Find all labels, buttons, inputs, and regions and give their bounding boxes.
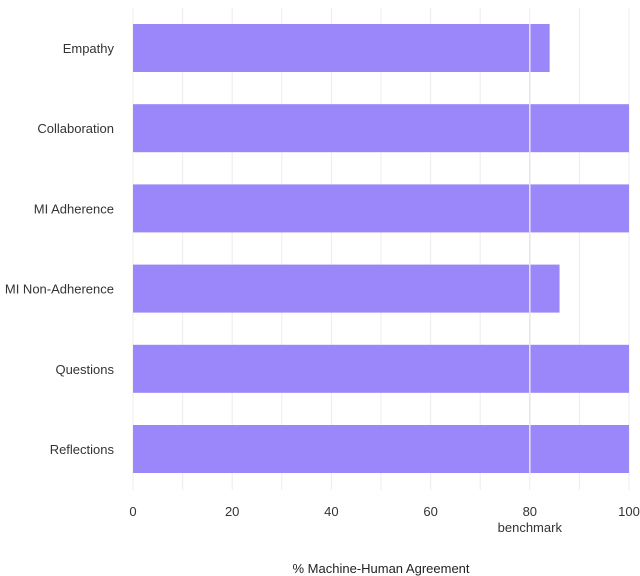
category-label: Reflections: [50, 442, 115, 457]
category-labels: Empathy Collaboration MI Adherence MI Non-A…: [5, 41, 115, 457]
x-tick-labels: 0 20 40 60 80 100: [129, 504, 639, 519]
bar-mi-adherence: [133, 184, 629, 233]
x-tick-label: 20: [225, 504, 239, 519]
category-label: Empathy: [63, 41, 115, 56]
x-tick-label: 40: [324, 504, 338, 519]
x-tick-label: 60: [423, 504, 437, 519]
bar-mi-non-adherence: [133, 264, 560, 313]
x-tick-label: 0: [129, 504, 136, 519]
category-label: MI Adherence: [34, 201, 114, 216]
bar-empathy: [133, 24, 550, 72]
bar-reflections: [133, 425, 629, 473]
x-tick-label: 80: [523, 504, 537, 519]
x-axis-title: % Machine-Human Agreement: [292, 561, 469, 576]
bar-collaboration: [133, 104, 629, 153]
bars: [133, 24, 629, 473]
category-label: Collaboration: [37, 121, 114, 136]
category-label: Questions: [55, 362, 114, 377]
benchmark-label: benchmark: [498, 520, 563, 535]
grid-lines: [132, 8, 630, 490]
benchmark-layer: benchmark: [498, 24, 563, 535]
bar-questions: [133, 344, 629, 393]
category-label: MI Non-Adherence: [5, 282, 114, 297]
x-tick-label: 100: [618, 504, 640, 519]
